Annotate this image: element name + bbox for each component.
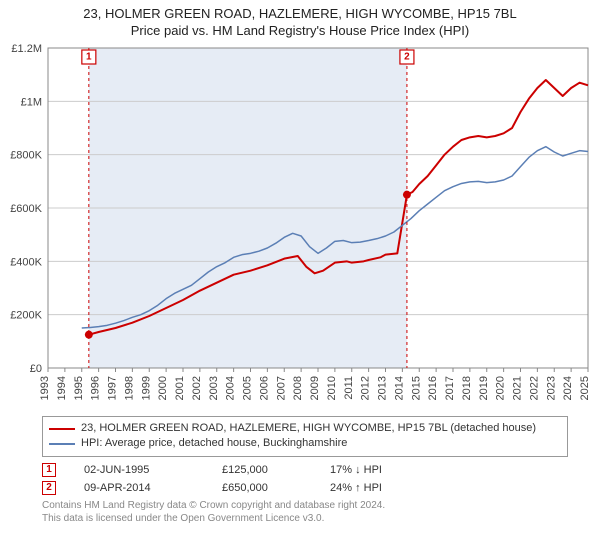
svg-text:2011: 2011 — [343, 376, 355, 400]
sales-table: 1 02-JUN-1995 £125,000 17% ↓ HPI 2 09-AP… — [42, 461, 568, 497]
svg-text:£0: £0 — [30, 363, 42, 375]
svg-text:£600K: £600K — [10, 203, 42, 215]
svg-text:2003: 2003 — [208, 376, 220, 400]
svg-text:2018: 2018 — [461, 376, 473, 400]
svg-text:2025: 2025 — [579, 376, 591, 400]
svg-text:1999: 1999 — [140, 376, 152, 400]
chart-title-line1: 23, HOLMER GREEN ROAD, HAZLEMERE, HIGH W… — [0, 0, 600, 21]
chart-area: £0 £200K £400K £600K £800K £1M £1.2M 1993 1994 19… — [0, 42, 600, 410]
footer: Contains HM Land Registry data © Crown c… — [42, 499, 568, 525]
svg-text:1: 1 — [86, 52, 92, 63]
svg-text:2008: 2008 — [292, 376, 304, 400]
svg-text:2004: 2004 — [225, 376, 237, 400]
sale-price: £125,000 — [222, 464, 302, 476]
svg-text:2015: 2015 — [410, 376, 422, 400]
sale-date: 02-JUN-1995 — [84, 464, 194, 476]
svg-text:2007: 2007 — [275, 376, 287, 400]
legend-item: 23, HOLMER GREEN ROAD, HAZLEMERE, HIGH W… — [49, 421, 561, 436]
sale-date: 09-APR-2014 — [84, 482, 194, 494]
svg-text:2019: 2019 — [478, 376, 490, 400]
legend-swatch — [49, 428, 75, 430]
legend-swatch — [49, 443, 75, 445]
sale-price: £650,000 — [222, 482, 302, 494]
svg-text:2002: 2002 — [191, 376, 203, 400]
sale-pct: 24% ↑ HPI — [330, 482, 430, 494]
legend: 23, HOLMER GREEN ROAD, HAZLEMERE, HIGH W… — [42, 416, 568, 457]
svg-text:2023: 2023 — [545, 376, 557, 400]
svg-text:2021: 2021 — [512, 376, 524, 400]
sale-pct: 17% ↓ HPI — [330, 464, 430, 476]
svg-text:1993: 1993 — [39, 376, 51, 400]
sale-marker-icon: 1 — [42, 463, 56, 477]
sales-row: 1 02-JUN-1995 £125,000 17% ↓ HPI — [42, 461, 568, 479]
footer-line: This data is licensed under the Open Gov… — [42, 512, 568, 525]
footer-line: Contains HM Land Registry data © Crown c… — [42, 499, 568, 512]
svg-text:1996: 1996 — [90, 376, 102, 400]
chart-title-line2: Price paid vs. HM Land Registry's House … — [0, 21, 600, 42]
svg-text:2001: 2001 — [174, 376, 186, 400]
svg-text:1997: 1997 — [107, 376, 119, 400]
svg-text:2013: 2013 — [377, 376, 389, 400]
sale-marker-icon: 2 — [42, 481, 56, 495]
svg-text:2010: 2010 — [326, 376, 338, 400]
svg-text:2024: 2024 — [562, 376, 574, 400]
svg-text:2017: 2017 — [444, 376, 456, 400]
svg-text:2020: 2020 — [495, 376, 507, 400]
svg-text:£1M: £1M — [21, 96, 42, 108]
svg-text:2006: 2006 — [258, 376, 270, 400]
svg-text:2000: 2000 — [157, 376, 169, 400]
svg-text:2009: 2009 — [309, 376, 321, 400]
svg-text:2005: 2005 — [242, 376, 254, 400]
svg-text:2016: 2016 — [427, 376, 439, 400]
svg-text:£200K: £200K — [10, 310, 42, 322]
chart-container: 23, HOLMER GREEN ROAD, HAZLEMERE, HIGH W… — [0, 0, 600, 560]
svg-text:1994: 1994 — [56, 376, 68, 400]
svg-text:2: 2 — [404, 52, 410, 63]
svg-text:1998: 1998 — [123, 376, 135, 400]
svg-text:£800K: £800K — [10, 150, 42, 162]
svg-text:2022: 2022 — [528, 376, 540, 400]
sales-row: 2 09-APR-2014 £650,000 24% ↑ HPI — [42, 479, 568, 497]
legend-label: 23, HOLMER GREEN ROAD, HAZLEMERE, HIGH W… — [81, 421, 536, 436]
legend-item: HPI: Average price, detached house, Buck… — [49, 436, 561, 451]
svg-text:1995: 1995 — [73, 376, 85, 400]
svg-text:2012: 2012 — [360, 376, 372, 400]
chart-svg: £0 £200K £400K £600K £800K £1M £1.2M 1993 1994 19… — [0, 42, 600, 410]
svg-text:£1.2M: £1.2M — [11, 43, 42, 55]
svg-text:£400K: £400K — [10, 256, 42, 268]
legend-label: HPI: Average price, detached house, Buck… — [81, 436, 347, 451]
svg-text:2014: 2014 — [393, 376, 405, 400]
